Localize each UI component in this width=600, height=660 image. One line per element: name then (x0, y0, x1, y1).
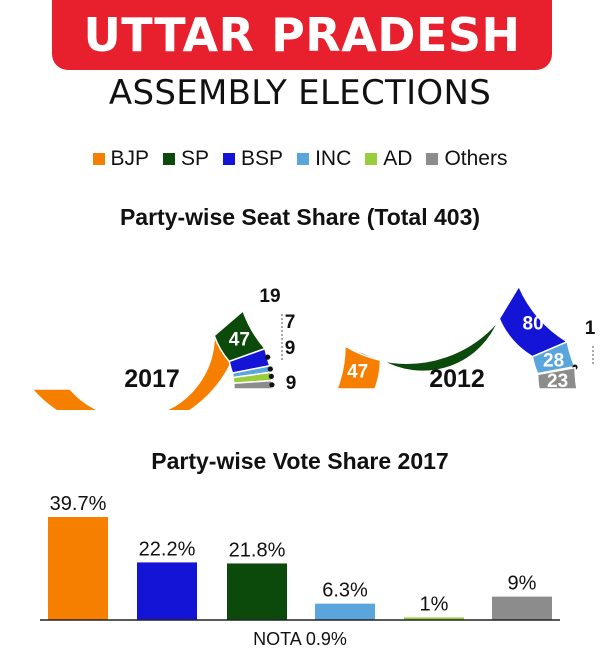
bar-value-label: 6.3% (322, 580, 368, 602)
vote-share-title: Party-wise Vote Share 2017 (151, 448, 449, 474)
donut-year-label: 2012 (429, 365, 485, 393)
donut-slice-inc (531, 340, 576, 375)
slice-label-bjp: 312 (101, 285, 133, 306)
seat-share-title: Party-wise Seat Share (Total 403) (119, 204, 481, 230)
legend-swatch (297, 153, 310, 165)
slice-label-bsp: 19 (259, 286, 280, 307)
legend-label: AD (383, 147, 413, 170)
legend-label: SP (181, 147, 210, 170)
donut-2012: 47 224 80 28 1 23 2012 (335, 284, 596, 393)
nota-annotation: NOTA 0.9% (253, 629, 347, 649)
legend-label: BSP (241, 147, 284, 170)
legend-label: INC (315, 147, 352, 170)
bar-others (492, 596, 552, 620)
slice-label-inc: 7 (285, 312, 296, 333)
slice-label-inc: 28 (543, 351, 564, 372)
bar-ad (404, 617, 464, 620)
bar-sp (227, 563, 287, 620)
bar-value-label: 39.7% (50, 493, 107, 515)
slice-label-others: 9 (286, 373, 297, 394)
seat-share-charts: 312 47 197 9 9 2017 47 224 80 28 1 23 2012 (30, 284, 596, 410)
title-banner: UTTAR PRADESH (52, 0, 552, 70)
bar-value-label: 22.2% (139, 538, 196, 560)
leader-dot (268, 373, 274, 379)
bar-inc (315, 603, 375, 620)
legend-swatch (163, 153, 176, 165)
bar-bjp (48, 517, 108, 620)
page-title: UTTAR PRADESH (83, 8, 521, 62)
bar-bsp (137, 562, 197, 620)
legend-label: Others (444, 147, 508, 170)
donut-slice-sp (213, 309, 267, 363)
legend-swatch (223, 153, 236, 165)
donut-slice-bjp (30, 309, 244, 410)
vote-share-chart: 39.7% 22.2% 21.8% 6.3% 1% 9% NOTA 0.9% (40, 493, 560, 649)
slice-label-sp: 47 (229, 329, 250, 350)
leader-dot (267, 366, 273, 372)
donut-2017: 312 47 197 9 9 2017 (30, 285, 297, 410)
page-subtitle: ASSEMBLY ELECTIONS (108, 73, 492, 113)
legend-item-sp: SP (163, 147, 209, 171)
slice-label-bjp: 47 (347, 362, 368, 383)
legend-item-inc: INC (297, 147, 351, 171)
legend-item-others: Others (426, 147, 507, 171)
chart-legend: BJP SP BSP INC AD Others (0, 147, 600, 171)
legend-item-bsp: BSP (223, 147, 283, 171)
leader-dot (269, 382, 275, 388)
bar-value-label: 21.8% (229, 539, 286, 561)
donut-slice-others (536, 366, 578, 390)
donut-year-label: 2017 (124, 365, 180, 393)
legend-item-bjp: BJP (92, 147, 150, 171)
bar-value-label: 1% (420, 593, 449, 615)
legend-swatch (92, 153, 105, 165)
slice-label-others: 23 (547, 371, 568, 392)
leader-dot (265, 354, 271, 360)
slice-label-sp: 224 (408, 284, 440, 305)
legend-swatch (426, 153, 439, 165)
slice-label-ad: 9 (285, 338, 296, 359)
bar-value-label: 9% (508, 573, 537, 595)
donut-slice-bsp (498, 284, 569, 358)
donut-slice-sp (344, 285, 520, 373)
slice-label-ad: 1 (585, 318, 596, 339)
slice-label-bsp: 80 (523, 314, 544, 335)
legend-item-ad: AD (365, 147, 412, 171)
legend-swatch (365, 153, 378, 165)
legend-label: BJP (110, 147, 150, 170)
